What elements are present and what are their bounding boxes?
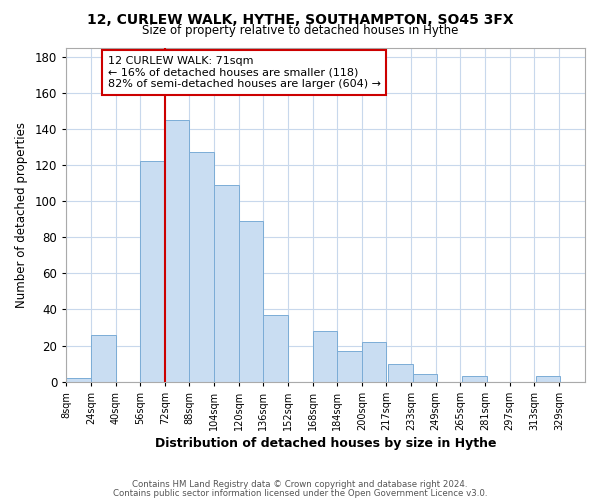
Text: 12, CURLEW WALK, HYTHE, SOUTHAMPTON, SO45 3FX: 12, CURLEW WALK, HYTHE, SOUTHAMPTON, SO4… [86,12,514,26]
Text: 12 CURLEW WALK: 71sqm
← 16% of detached houses are smaller (118)
82% of semi-det: 12 CURLEW WALK: 71sqm ← 16% of detached … [108,56,381,89]
Bar [214,185,239,382]
Bar [190,152,214,382]
Bar [413,374,437,382]
Text: Contains HM Land Registry data © Crown copyright and database right 2024.: Contains HM Land Registry data © Crown c… [132,480,468,489]
Bar [536,376,560,382]
Bar [263,315,288,382]
Bar [313,331,337,382]
Bar [388,364,413,382]
Bar [239,221,263,382]
Bar [91,334,116,382]
Text: Size of property relative to detached houses in Hythe: Size of property relative to detached ho… [142,24,458,37]
Bar [362,342,386,382]
Bar [462,376,487,382]
Bar [140,162,165,382]
Bar [165,120,190,382]
Y-axis label: Number of detached properties: Number of detached properties [15,122,28,308]
Bar [337,351,362,382]
Bar [67,378,91,382]
Text: Contains public sector information licensed under the Open Government Licence v3: Contains public sector information licen… [113,488,487,498]
X-axis label: Distribution of detached houses by size in Hythe: Distribution of detached houses by size … [155,437,496,450]
